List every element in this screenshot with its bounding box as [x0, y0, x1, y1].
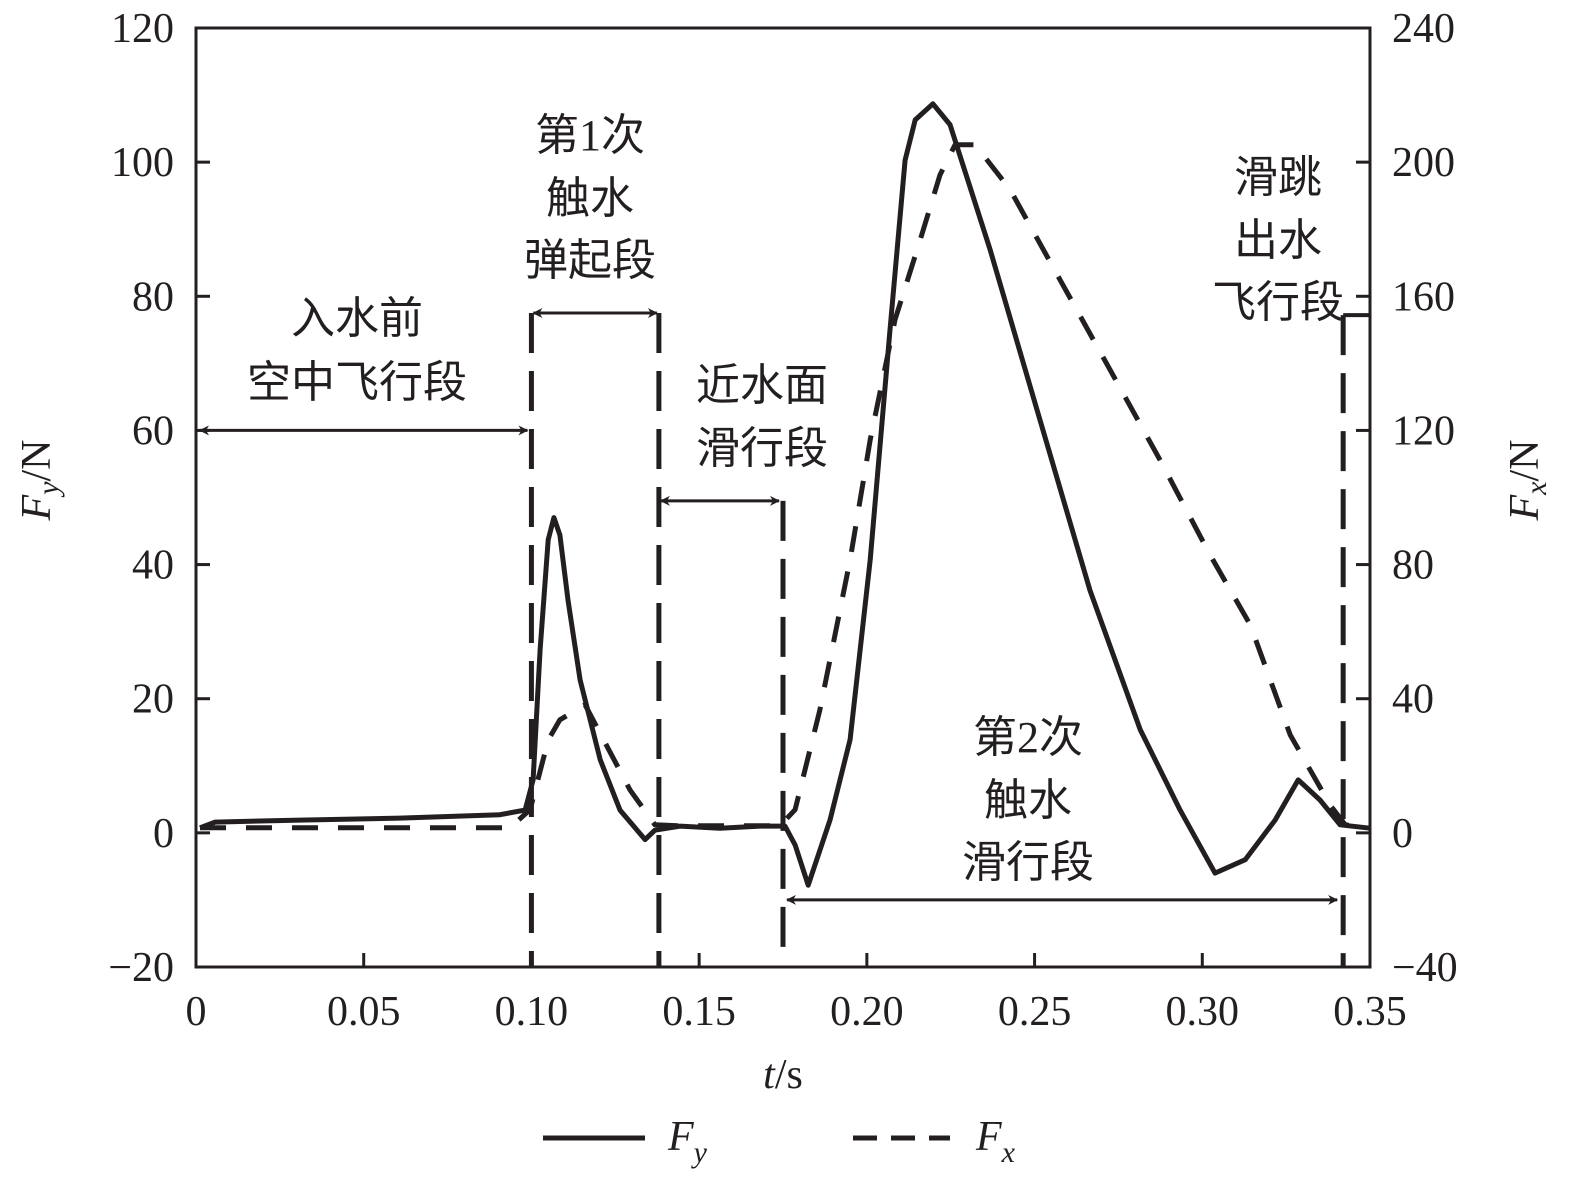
legend: Fy Fx — [543, 1114, 1016, 1169]
annotation-text: 滑行段 — [696, 424, 828, 473]
x-tick-label: 0.35 — [1333, 989, 1407, 1035]
y-left-tick-label: 80 — [132, 274, 174, 320]
y-left-tick-label: 60 — [132, 408, 174, 454]
annotation-text: 入水前 — [291, 294, 423, 343]
annotation-text: 第1次 — [535, 111, 645, 160]
y-right-tick-label: 40 — [1392, 677, 1434, 723]
y-right-tick-label: 240 — [1392, 6, 1455, 52]
annotation-text: 第2次 — [973, 713, 1083, 762]
annotation-text: 滑行段 — [962, 838, 1094, 887]
annotation-text: 空中飞行段 — [247, 358, 467, 407]
annotation-text: 弹起段 — [524, 236, 656, 285]
x-tick-label: 0.25 — [998, 989, 1072, 1035]
x-axis-label: t/s — [763, 1052, 803, 1098]
y-right-tick-label: 0 — [1392, 811, 1413, 857]
annotation-text: 触水 — [984, 776, 1072, 825]
y-left-tick-label: 0 — [153, 811, 174, 857]
plot-frame — [194, 26, 1372, 969]
annotation-text: 出水 — [1234, 216, 1322, 265]
y-right-tick-label: 160 — [1392, 274, 1455, 320]
series-line-fx — [200, 142, 1371, 831]
y-left-tick-label: 40 — [132, 543, 174, 589]
y-left-tick-label: 100 — [111, 140, 174, 186]
x-tick-label: 0 — [186, 989, 207, 1035]
annotation-text: 触水 — [546, 174, 634, 223]
y-left-tick-label: 20 — [132, 677, 174, 723]
y-left-tick-label: −20 — [108, 945, 174, 991]
series-line-fy — [199, 101, 1371, 888]
y-right-tick-label: 120 — [1392, 408, 1455, 454]
x-tick-label: 0.15 — [662, 989, 736, 1035]
legend-label-fx: Fx — [975, 1114, 1016, 1169]
y-left-tick-label: 120 — [111, 6, 174, 52]
annotation-text: 飞行段 — [1212, 278, 1344, 327]
x-tick-label: 0.30 — [1166, 989, 1240, 1035]
y-right-tick-label: −40 — [1392, 945, 1458, 991]
y-right-tick-label: 80 — [1392, 543, 1434, 589]
x-tick-label: 0.05 — [327, 989, 401, 1035]
legend-label-fy: Fy — [667, 1114, 708, 1169]
y-right-tick-label: 200 — [1392, 140, 1455, 186]
y-axis-left-label: Fy/N — [14, 440, 65, 522]
x-tick-label: 0.20 — [830, 989, 904, 1035]
annotation-text: 近水面 — [696, 361, 828, 410]
y-axis-right-label: Fx/N — [1502, 440, 1553, 522]
x-tick-label: 0.10 — [495, 989, 569, 1035]
annotation-text: 滑跳 — [1234, 153, 1322, 202]
